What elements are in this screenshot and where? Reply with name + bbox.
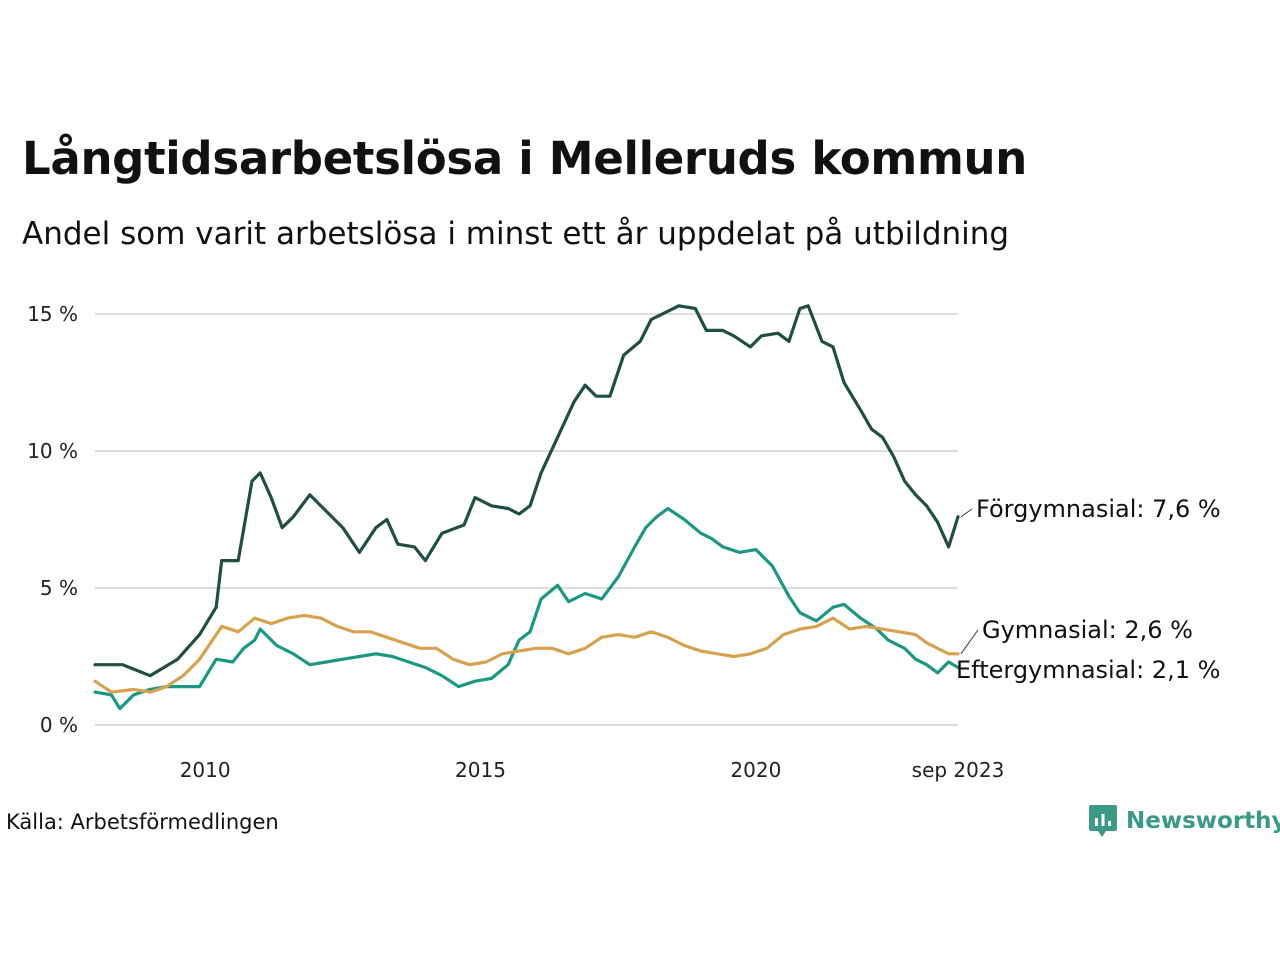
series-line-forgymnasial — [93, 304, 960, 678]
chart-title: Långtidsarbetslösa i Melleruds kommun — [22, 132, 1028, 185]
x-tick-label: sep 2023 — [912, 758, 1005, 782]
end-label-connector — [960, 508, 973, 518]
chart-subtitle: Andel som varit arbetslösa i minst ett å… — [22, 216, 1010, 252]
y-tick-label: 5 % — [40, 576, 78, 600]
end-labels: Eftergymnasial: 2,1 % Gymnasial: 2,6 % För… — [956, 495, 1221, 684]
y-tick-label: 0 % — [40, 713, 78, 737]
end-label-gymnasial: Gymnasial: 2,6 % — [982, 616, 1193, 644]
newsworthy-logo-icon — [1089, 805, 1117, 837]
y-tick-label: 10 % — [27, 439, 78, 463]
end-label-eftergymnasial: Eftergymnasial: 2,1 % — [956, 656, 1220, 684]
x-axis-ticks: 2010 2015 2020 sep 2023 — [180, 758, 1005, 782]
x-tick-label: 2015 — [455, 758, 506, 782]
x-tick-label: 2010 — [180, 758, 231, 782]
y-axis-ticks: 0 % 5 % 10 % 15 % — [27, 302, 78, 737]
series-lines — [93, 304, 960, 711]
x-tick-label: 2020 — [730, 758, 781, 782]
brand-logo: Newsworthy — [1088, 804, 1280, 838]
grid-lines — [95, 313, 958, 726]
brand-name: Newsworthy — [1126, 808, 1280, 834]
series-line-gymnasial — [93, 613, 960, 694]
series-line-eftergymnasial — [93, 506, 960, 711]
end-label-forgymnasial: Förgymnasial: 7,6 % — [976, 495, 1221, 523]
end-label-connector — [960, 629, 979, 655]
source-note: Källa: Arbetsförmedlingen — [6, 810, 279, 834]
y-tick-label: 15 % — [27, 302, 78, 326]
